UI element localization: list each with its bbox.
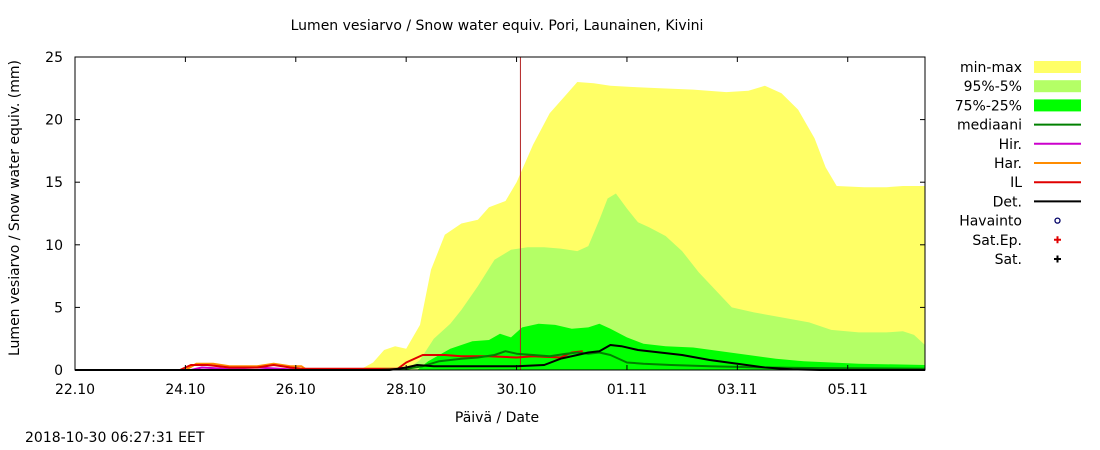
y-tick-label: 0 — [54, 363, 63, 379]
x-tick-label: 05.11 — [828, 382, 868, 398]
legend-label: min-max — [960, 60, 1022, 76]
y-tick-label: 5 — [54, 300, 63, 316]
legend-swatch — [1034, 80, 1081, 93]
legend-marker — [1054, 255, 1061, 263]
x-tick-label: 30.10 — [497, 382, 537, 398]
legend-label: Havainto — [959, 214, 1022, 230]
legend-label: Det. — [993, 194, 1022, 210]
y-tick-label: 20 — [45, 113, 63, 129]
plot-area — [75, 57, 926, 371]
chart-title: Lumen vesiarvo / Snow water equiv. Pori,… — [291, 18, 704, 34]
y-axis-label: Lumen vesiarvo / Snow water equiv. (mm) — [7, 60, 23, 356]
timestamp: 2018-10-30 06:27:31 EET — [25, 430, 205, 446]
legend: min-max 95%-5% 75%-25% mediaani Hir. Har. IL De… — [955, 60, 1081, 268]
series-line-2 — [179, 350, 583, 371]
plot-frame — [74, 56, 926, 371]
legend-label: Har. — [994, 156, 1022, 172]
legend-marker — [1054, 217, 1061, 224]
series-line-1 — [184, 362, 308, 371]
y-tick-label: 15 — [45, 175, 63, 191]
legend-label: Sat. — [995, 252, 1022, 268]
series-line-4 — [75, 344, 925, 371]
legend-label: Hir. — [999, 137, 1022, 153]
legend-label: 75%-25% — [955, 98, 1022, 114]
x-tick-label: 24.10 — [165, 382, 205, 398]
x-tick-label: 03.11 — [717, 382, 757, 398]
x-tick-label: 01.11 — [607, 382, 647, 398]
legend-swatch — [1034, 99, 1081, 112]
series-line-3 — [75, 350, 926, 371]
legend-label: Sat.Ep. — [972, 233, 1022, 249]
x-tick-label: 22.10 — [55, 382, 95, 398]
legend-swatch — [1034, 61, 1081, 73]
y-tick-label: 25 — [45, 50, 63, 66]
x-tick-label: 28.10 — [386, 382, 426, 398]
x-axis-label: Päivä / Date — [455, 410, 539, 426]
legend-label: IL — [1010, 175, 1022, 191]
legend-marker — [1054, 236, 1061, 244]
axes: 0 5 10 15 20 25 22.10 24.10 26.10 28.10 30.10 01.11… — [45, 50, 925, 398]
legend-label: 95%-5% — [964, 79, 1022, 95]
legend-label: mediaani — [957, 118, 1022, 134]
x-tick-label: 26.10 — [276, 382, 316, 398]
band-2 — [417, 323, 925, 370]
y-tick-label: 10 — [45, 238, 63, 254]
